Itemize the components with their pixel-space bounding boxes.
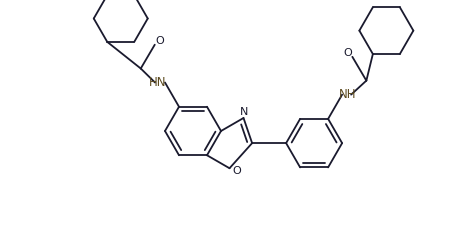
Text: NH: NH [338,88,356,101]
Text: N: N [240,107,248,117]
Text: O: O [155,36,164,46]
Text: HN: HN [149,76,167,89]
Text: O: O [232,166,240,176]
Text: O: O [342,48,351,58]
